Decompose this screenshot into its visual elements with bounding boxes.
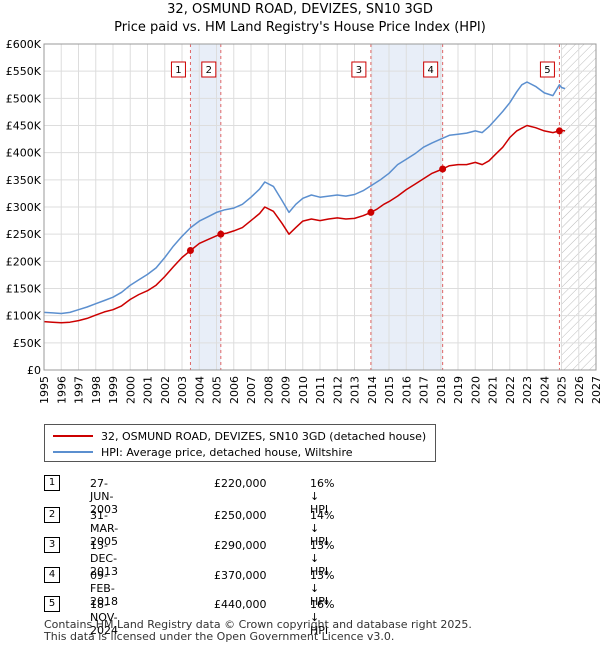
series-line (43, 124, 566, 324)
x-tick-label: 2000 (124, 376, 137, 404)
sale-label-box (423, 61, 439, 78)
sale-point (555, 127, 563, 135)
transaction-price: £290,000 (214, 539, 267, 552)
x-tick-label: 2015 (383, 376, 396, 404)
transaction-number: 4 (44, 567, 60, 583)
y-tick-label: £50K (13, 337, 42, 350)
sale-point (217, 230, 225, 238)
transaction-number: 1 (44, 475, 60, 491)
sale-point (367, 208, 375, 216)
transaction-hpi-diff: 14% ↓ HPI (310, 509, 335, 548)
x-tick-label: 2005 (211, 376, 224, 404)
footer-line: Contains HM Land Registry data © Crown c… (44, 618, 472, 631)
legend-swatch-hpi (53, 451, 93, 453)
x-tick-label: 2001 (142, 376, 155, 404)
sale-label-box (170, 61, 186, 78)
transaction-number: 2 (44, 507, 60, 523)
legend-label-hpi: HPI: Average price, detached house, Wilt… (101, 445, 353, 459)
transaction-number: 3 (44, 537, 60, 553)
sale-point (439, 165, 447, 173)
x-tick-label: 2025 (556, 376, 569, 404)
transaction-date: 18-NOV-2024 (90, 598, 118, 637)
x-tick-label: 1998 (90, 376, 103, 404)
legend-item-hpi: HPI: Average price, detached house, Wilt… (53, 444, 353, 460)
transaction-date: 31-MAR-2005 (90, 509, 119, 548)
x-tick-label: 2008 (262, 376, 275, 404)
x-tick-label: 2017 (418, 376, 431, 404)
y-tick-label: £600K (6, 38, 42, 51)
sale-label: 3 (356, 65, 362, 76)
x-tick-label: 1995 (38, 376, 51, 404)
y-tick-label: £250K (6, 228, 42, 241)
legend-swatch-property (53, 435, 93, 437)
sale-label: 4 (427, 65, 433, 76)
x-tick-label: 2013 (349, 376, 362, 404)
x-tick-label: 2024 (538, 376, 551, 404)
transaction-date: 27-JUN-2003 (90, 477, 118, 516)
x-tick-label: 2007 (245, 376, 258, 404)
y-tick-label: £350K (6, 174, 42, 187)
x-tick-label: 2016 (400, 376, 413, 404)
y-tick-label: £150K (6, 283, 42, 296)
x-tick-label: 2023 (521, 376, 534, 404)
x-tick-label: 2027 (590, 376, 600, 404)
transaction-hpi-diff: 13% ↓ HPI (310, 539, 335, 578)
transaction-price: £440,000 (214, 598, 267, 611)
footer-attribution: Contains HM Land Registry data © Crown c… (44, 619, 472, 643)
x-tick-label: 2002 (159, 376, 172, 404)
x-tick-label: 2003 (176, 376, 189, 404)
x-tick-label: 2026 (573, 376, 586, 404)
y-tick-label: £500K (6, 92, 42, 105)
legend-item-property: 32, OSMUND ROAD, DEVIZES, SN10 3GD (deta… (53, 428, 426, 444)
x-tick-label: 2020 (469, 376, 482, 404)
transaction-price: £250,000 (214, 509, 267, 522)
chart-legend: 32, OSMUND ROAD, DEVIZES, SN10 3GD (deta… (44, 424, 436, 462)
sale-point (186, 246, 194, 254)
x-tick-label: 2014 (366, 376, 379, 404)
x-tick-label: 2021 (487, 376, 500, 404)
y-tick-label: £400K (6, 147, 42, 160)
x-tick-label: 2018 (435, 376, 448, 404)
x-tick-label: 2022 (504, 376, 517, 404)
x-tick-label: 2004 (193, 376, 206, 404)
chart-subtitle: Price paid vs. HM Land Registry's House … (114, 20, 486, 35)
x-tick-label: 1996 (55, 376, 68, 404)
price-chart: £0 £50K £100K £150K £200K £250K £300K £350K £400… (6, 38, 600, 404)
sale-label-box (351, 61, 367, 78)
y-tick-label: £100K (6, 310, 42, 323)
x-tick-label: 2019 (452, 376, 465, 404)
y-tick-label: £450K (6, 120, 42, 133)
sale-label: 1 (175, 65, 181, 76)
x-tick-label: 2010 (297, 376, 310, 404)
y-tick-label: £550K (6, 65, 42, 78)
x-tick-label: 1997 (73, 376, 86, 404)
x-tick-label: 2009 (280, 376, 293, 404)
transaction-hpi-diff: 13% ↓ HPI (310, 569, 335, 608)
sale-label-box (539, 61, 555, 78)
transaction-price: £370,000 (214, 569, 267, 582)
x-tick-label: 2012 (331, 376, 344, 404)
x-tick-label: 2011 (314, 376, 327, 404)
transaction-price: £220,000 (214, 477, 267, 490)
y-tick-label: £300K (6, 201, 42, 214)
sale-label: 2 (206, 65, 212, 76)
y-tick-label: £0 (27, 364, 41, 377)
transaction-number: 5 (44, 596, 60, 612)
plot-border (43, 43, 597, 371)
y-tick-label: £200K (6, 255, 42, 268)
sale-label: 5 (544, 65, 550, 76)
chart-title: 32, OSMUND ROAD, DEVIZES, SN10 3GD (167, 2, 433, 17)
legend-label-property: 32, OSMUND ROAD, DEVIZES, SN10 3GD (deta… (101, 429, 427, 443)
transaction-date: 09-FEB-2018 (90, 569, 118, 608)
x-tick-label: 1999 (107, 376, 120, 404)
transaction-date: 13-DEC-2013 (90, 539, 118, 578)
series-line (43, 81, 566, 315)
x-tick-label: 2006 (228, 376, 241, 404)
transaction-hpi-diff: 16% ↓ HPI (310, 477, 335, 516)
footer-line: This data is licensed under the Open Gov… (44, 630, 395, 643)
transaction-hpi-diff: 16% ↓ HPI (310, 598, 335, 637)
sale-label-box (201, 61, 217, 78)
